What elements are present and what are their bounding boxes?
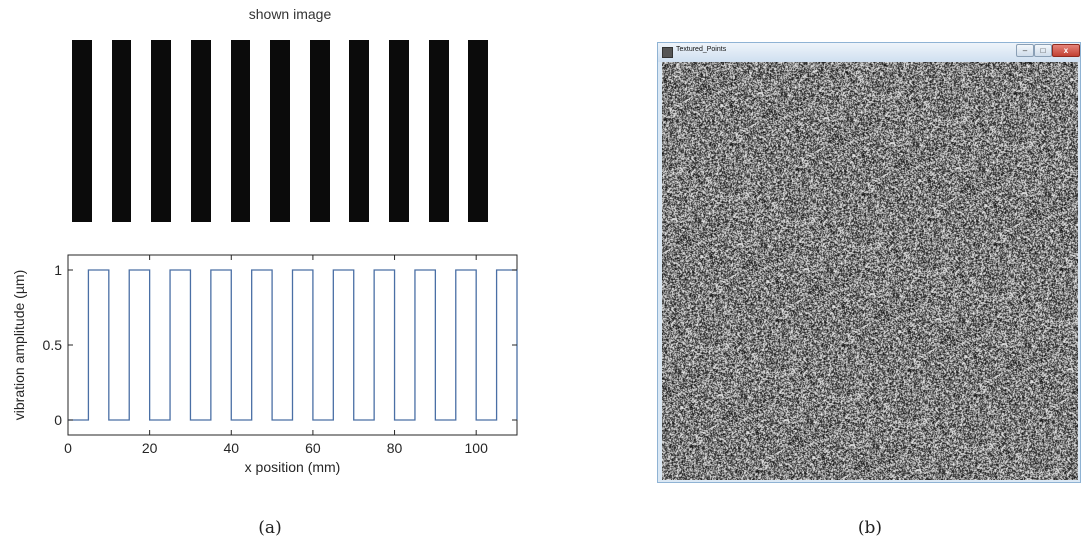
window-title: Textured_Points [676,46,727,53]
x-axis-label: x position (mm) [245,459,341,475]
black-stripe [72,40,92,222]
caption-a: (a) [258,518,282,538]
axis-ticks: 0 20 40 60 80 100 0 0.5 1 [43,255,517,456]
y-axis-label: vibration amplitude (µm) [11,270,27,420]
caption-b: (b) [857,518,883,538]
noise-texture [662,62,1078,480]
shown-image [72,40,508,222]
black-stripe [270,40,290,222]
black-stripe [190,40,211,222]
black-stripe [468,40,489,222]
black-stripe [389,40,409,222]
textured-points-canvas [662,62,1078,480]
series-line [68,269,518,421]
black-stripe [151,40,172,222]
x-tick-label: 40 [223,440,239,456]
black-stripe [111,40,132,222]
black-stripe [309,40,330,222]
vibration-amplitude-plot: 0 20 40 60 80 100 0 0.5 1 x position (mm) vibrat… [11,254,518,475]
close-button[interactable]: x [1052,44,1080,57]
black-stripe [230,40,251,222]
x-tick-label: 0 [64,440,72,456]
app-icon [662,47,673,58]
black-stripe [428,40,449,222]
maximize-button[interactable]: □ [1034,44,1052,57]
x-tick-label: 80 [387,440,403,456]
window-titlebar[interactable]: Textured_Points – □ x [658,43,1080,62]
x-tick-label: 20 [142,440,158,456]
black-stripe [349,40,370,222]
x-tick-label: 100 [465,440,489,456]
x-tick-label: 60 [305,440,321,456]
shown-image-title: shown image [248,6,332,22]
minimize-button[interactable]: – [1016,44,1034,57]
y-tick-label: 0 [54,412,62,428]
y-tick-label: 1 [54,262,62,278]
y-tick-label: 0.5 [43,337,63,353]
textured-points-window: Textured_Points – □ x [657,42,1081,483]
